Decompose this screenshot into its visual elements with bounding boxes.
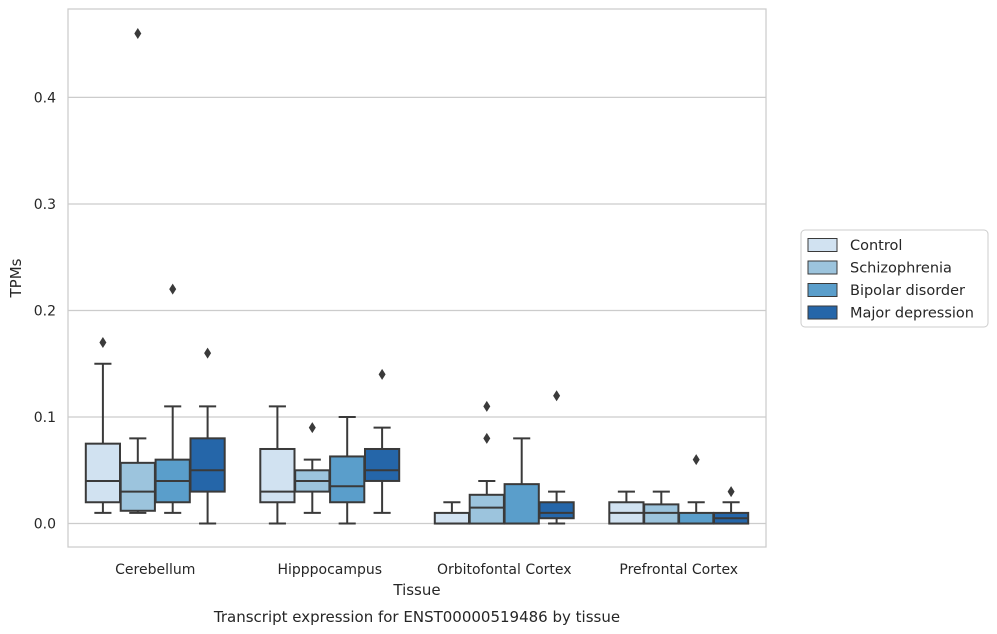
outlier-marker [99,336,107,348]
box-group [189,347,226,525]
box-iqr [259,447,296,504]
y-tick-label: 0.1 [34,410,56,426]
box-iqr [363,447,401,482]
box-iqr [329,455,366,504]
x-tick-label: Hipppocampus [277,562,382,578]
y-tick-label: 0.0 [34,517,56,533]
box-groups [84,28,750,525]
box-group [154,283,191,514]
y-tick-label: 0.2 [34,303,56,319]
legend-swatch [807,260,838,275]
y-tick-labels: 0.0 0.1 0.2 0.3 0.4 [34,90,56,532]
y-tick-label: 0.4 [34,90,56,106]
box-group [538,390,575,525]
outlier-marker [483,400,491,412]
x-axis-label: Tissue [392,581,440,599]
box-group [259,405,296,525]
box-iqr [433,511,471,525]
outlier-marker [692,454,700,466]
box-iqr [119,461,156,512]
box-group [503,437,540,525]
box-iqr [538,501,575,520]
legend-label: Schizophrenia [850,261,952,277]
plot-frame [67,8,767,548]
legend-swatch [807,283,838,297]
chart-caption: Transcript expression for ENST0000051948… [213,608,620,626]
legend-swatch [807,305,838,320]
outlier-marker [483,432,491,444]
outlier-marker [308,422,316,434]
legend-swatch [807,238,838,252]
legend-label: Control [850,238,902,254]
legend: Control Schizophrenia Bipolar disorder Majo… [800,229,989,328]
x-tick-label: Cerebellum [115,562,195,578]
legend-label: Bipolar disorder [850,283,965,299]
box-group [84,336,122,514]
x-tick-labels: Cerebellum Hipppocampus Orbitofontal Corte… [115,562,738,578]
x-tick-label: Prefrontal Cortex [619,562,738,578]
outlier-marker [727,486,735,498]
box-group [712,486,750,525]
box-group [468,400,505,525]
y-tick-label: 0.3 [34,197,56,213]
box-iqr [678,511,715,525]
outlier-marker [553,390,561,402]
outlier-marker [204,347,212,359]
outlier-marker [378,368,386,380]
legend-frame [800,229,989,328]
box-iqr [84,442,122,504]
legend-label: Major depression [850,306,974,322]
box-iqr [643,503,680,525]
x-tick-label: Orbitofontal Cortex [437,562,572,578]
box-group [363,368,401,514]
outlier-marker [134,28,142,40]
y-axis-label: TPMs [7,258,25,298]
box-iqr [468,493,505,525]
box-iqr [503,483,540,525]
outlier-marker [169,283,177,295]
box-group [119,28,156,514]
box-iqr [189,437,226,493]
